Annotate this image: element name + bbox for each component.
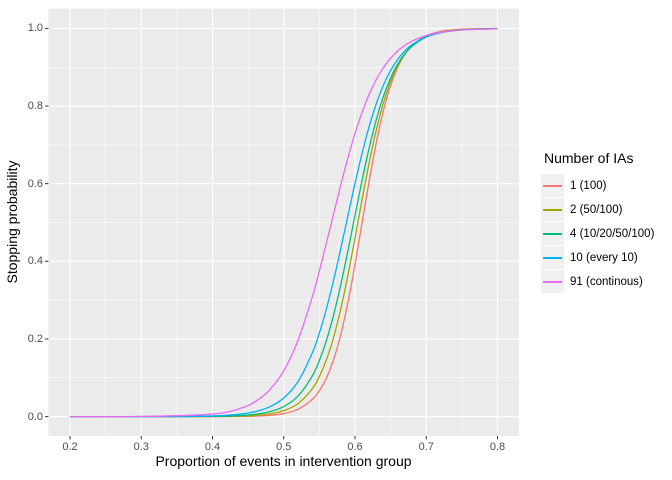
- legend-item: 10 (every 10): [541, 246, 671, 269]
- legend-item-label: 10 (every 10): [570, 251, 638, 264]
- legend-item-label: 1 (100): [570, 179, 607, 192]
- series-lines: [69, 27, 498, 418]
- legend-key-swatch: [541, 174, 564, 197]
- legend-item: 4 (10/20/50/100): [541, 222, 671, 245]
- legend-title: Number of IAs: [544, 150, 634, 166]
- y-tick-label: 1.0: [27, 22, 43, 35]
- legend-key-line-icon: [543, 184, 562, 187]
- series-line-10: [69, 28, 498, 418]
- y-tick-label: 0.0: [27, 410, 43, 423]
- y-tick-label: 0.4: [27, 255, 43, 268]
- legend-item: 2 (50/100): [541, 198, 671, 221]
- x-axis-title: Proportion of events in intervention gro…: [155, 453, 412, 469]
- legend-key-line-icon: [543, 208, 562, 211]
- legend-item-label: 4 (10/20/50/100): [570, 227, 655, 240]
- legend-item: 91 (continous): [541, 270, 671, 293]
- legend-item: 1 (100): [541, 174, 671, 197]
- x-tick-label: 0.8: [489, 441, 506, 453]
- y-tick-label: 0.2: [27, 332, 43, 345]
- legend-key-line-icon: [543, 280, 562, 283]
- legend-item-label: 91 (continous): [570, 275, 643, 288]
- series-line-4: [69, 27, 498, 418]
- legend-item-label: 2 (50/100): [570, 203, 623, 216]
- legend: Number of IAs 1 (100) 2 (50/100) 4 (10/2…: [541, 150, 671, 294]
- axis-tick-marks: [45, 27, 498, 440]
- legend-key-swatch: [541, 198, 564, 221]
- y-tick-label: 0.8: [27, 100, 43, 113]
- legend-key-swatch: [541, 246, 564, 269]
- legend-key-line-icon: [543, 232, 562, 235]
- legend-key-swatch: [541, 270, 564, 293]
- y-tick-label: 0.6: [27, 177, 43, 190]
- x-tick-label: 0.3: [133, 441, 149, 453]
- series-line-91: [69, 28, 498, 418]
- x-tick-label: 0.2: [62, 441, 78, 453]
- major-gridlines: [48, 8, 519, 436]
- x-tick-label: 0.4: [204, 441, 221, 453]
- x-tick-label: 0.5: [276, 441, 292, 453]
- legend-key-line-icon: [543, 256, 562, 259]
- x-tick-label: 0.7: [418, 441, 434, 453]
- legend-key-swatch: [541, 222, 564, 245]
- x-tick-label: 0.6: [347, 441, 363, 453]
